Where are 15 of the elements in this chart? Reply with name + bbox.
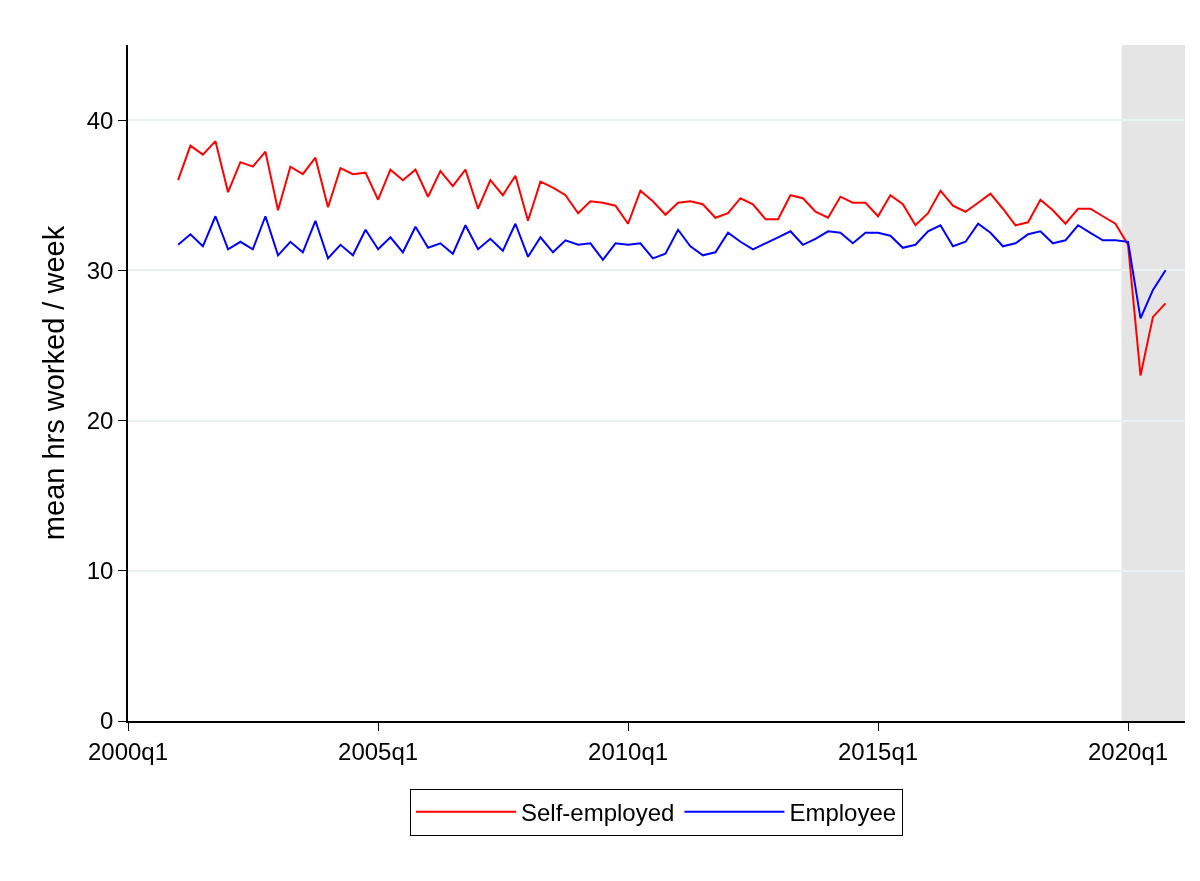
- y-tick-label: 30: [86, 256, 114, 284]
- line-series: [177, 215, 1167, 320]
- legend-label: Employee: [789, 799, 897, 827]
- x-tick-label: 2010q1: [588, 737, 669, 765]
- y-tick-label: 20: [86, 406, 114, 434]
- y-tick-label: 40: [86, 106, 114, 134]
- x-tick-label: 2000q1: [87, 737, 169, 765]
- y-tick-label: 10: [86, 557, 114, 585]
- y-tick-label: 0: [100, 707, 114, 735]
- y-axis-title: mean hrs worked / week: [37, 225, 70, 541]
- x-tick-label: 2020q1: [1088, 737, 1169, 765]
- legend-label: Self-employed: [521, 799, 675, 827]
- x-tick-label: 2015q1: [838, 737, 919, 765]
- x-tick-label: 2005q1: [338, 737, 419, 765]
- line-series: [177, 140, 1167, 377]
